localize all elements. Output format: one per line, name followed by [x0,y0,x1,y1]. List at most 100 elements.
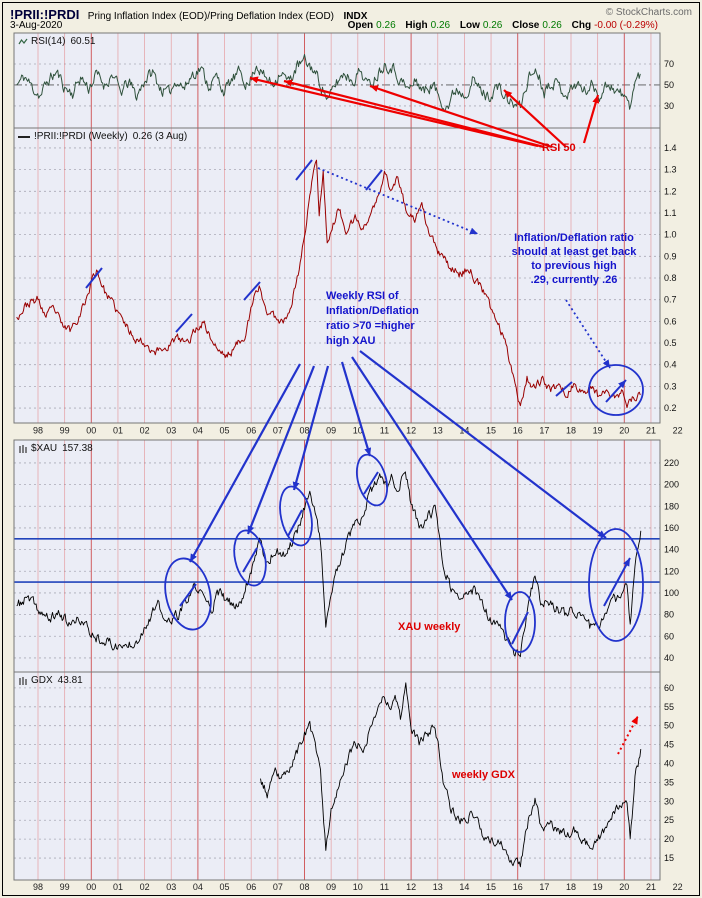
panel-bg-ratio [14,128,660,423]
annotation-ellipse [588,528,644,642]
ytick-gdx-25: 25 [664,815,674,825]
low-label: Low [459,20,480,31]
symbol: !PRII:!PRDI [10,7,80,22]
xtick-year-08: 08 [299,882,309,892]
xtick-year-17: 17 [539,426,549,436]
ratio-legend-name: !PRII:!PRDI (Weekly) [34,131,128,142]
close-value: 0.26 [542,20,562,31]
exchange-label: INDX [343,11,368,22]
xtick-year-20: 20 [619,426,629,436]
gdx-legend-value: 43.81 [57,675,83,686]
gdx-series-line [260,682,642,868]
rsi-legend-name: RSI(14) [31,36,66,47]
xau-series-line [16,471,642,658]
price-bars-icon [19,676,27,685]
chart-date: 3-Aug-2020 [10,20,63,31]
xtick-year-02: 02 [140,882,150,892]
xtick-year-08: 08 [299,426,309,436]
ytick-xau-140: 140 [664,545,679,555]
rsi-50-label: RSI 50 [542,142,576,154]
xtick-year-17: 17 [539,882,549,892]
rsi-legend-value: 60.51 [70,36,96,47]
ytick-xau-220: 220 [664,458,679,468]
xtick-year-04: 04 [193,882,203,892]
ytick-ratio-0.2: 0.2 [664,403,677,413]
trendline-slash [242,547,258,573]
ytick-rsi-30: 30 [664,101,674,111]
quote-line: Open 0.26 High 0.26 Low 0.26 Close 0.26 Chg -… [341,20,658,31]
xtick-year-11: 11 [380,882,389,892]
xtick-year-13: 13 [433,882,443,892]
ytick-xau-180: 180 [664,501,679,511]
xtick-year-99: 99 [60,882,70,892]
annotation-ellipse [588,364,644,416]
ytick-gdx-30: 30 [664,796,674,806]
annotation-ellipse [355,453,389,507]
xtick-year-10: 10 [353,882,363,892]
rsi50-red-arrow [369,84,553,149]
xtick-year-12: 12 [406,426,416,436]
xtick-year-19: 19 [593,882,603,892]
panel-bg-gdx [14,672,660,880]
xtick-year-01: 01 [113,882,123,892]
trendline-slash [555,381,573,397]
xtick-year-98: 98 [33,426,43,436]
trendline-slash [287,509,303,537]
xtick-year-21: 21 [646,426,656,436]
high-value: 0.26 [430,20,451,31]
xtick-year-15: 15 [486,426,496,436]
chg-value: -0.00 (-0.29%) [594,20,658,31]
ytick-xau-200: 200 [664,480,679,490]
xau-legend-name: $XAU [31,443,58,454]
xau-weekly-label: XAU weekly [398,621,461,633]
xtick-year-06: 06 [246,426,256,436]
trendline-slash [365,169,383,191]
ytick-xau-120: 120 [664,566,679,576]
xtick-year-00: 00 [86,426,96,436]
high-label: High [405,20,428,31]
annotation-ellipse [504,591,536,653]
xtick-year-16: 16 [513,882,523,892]
ratio-series-line [16,159,641,409]
xtick-year-13: 13 [433,426,443,436]
ytick-gdx-45: 45 [664,740,674,750]
ytick-ratio-1.1: 1.1 [664,208,677,218]
xtick-year-05: 05 [220,882,230,892]
weekly-rsi-note: Weekly RSI of Inflation/Deflation ratio … [326,290,419,347]
ytick-ratio-0.5: 0.5 [664,338,677,348]
xtick-year-15: 15 [486,882,496,892]
header-title-row: !PRII:!PRDI Pring Inflation Index (EOD)/… [10,6,367,24]
rsi50-red-arrow [283,79,545,149]
ytick-rsi-50: 50 [664,80,674,90]
blue-small-arrow [603,557,631,607]
xau-legend-value: 157.38 [62,443,93,454]
rsi-series-line [16,54,641,112]
close-label: Close [512,20,540,31]
blue-dotted-arrow [565,299,611,369]
xtick-year-21: 21 [646,882,656,892]
ytick-ratio-1.3: 1.3 [664,165,677,175]
trendline-slash [243,281,261,301]
rsi50-red-arrow [582,94,600,144]
xtick-year-01: 01 [113,426,123,436]
trendline-slash [175,313,193,333]
rsi50-red-arrow [503,89,567,148]
xtick-year-09: 09 [326,882,336,892]
ytick-xau-100: 100 [664,588,679,598]
panel-bg-xau [14,440,660,672]
xtick-year-16: 16 [513,426,523,436]
xtick-year-09: 09 [326,426,336,436]
series-line-sample [18,135,30,138]
blue-small-arrow [605,379,627,403]
trendline-slash [511,611,529,645]
xtick-year-03: 03 [166,882,176,892]
xtick-year-04: 04 [193,426,203,436]
ytick-ratio-0.4: 0.4 [664,360,677,370]
gdx-red-dotted-arrow [617,715,639,755]
inflation-deflation-note: Inflation/Deflation ratio should at leas… [511,232,637,286]
ytick-gdx-15: 15 [664,853,674,863]
xtick-year-06: 06 [246,882,256,892]
xtick-year-18: 18 [566,426,576,436]
blue-arrow [292,365,330,491]
